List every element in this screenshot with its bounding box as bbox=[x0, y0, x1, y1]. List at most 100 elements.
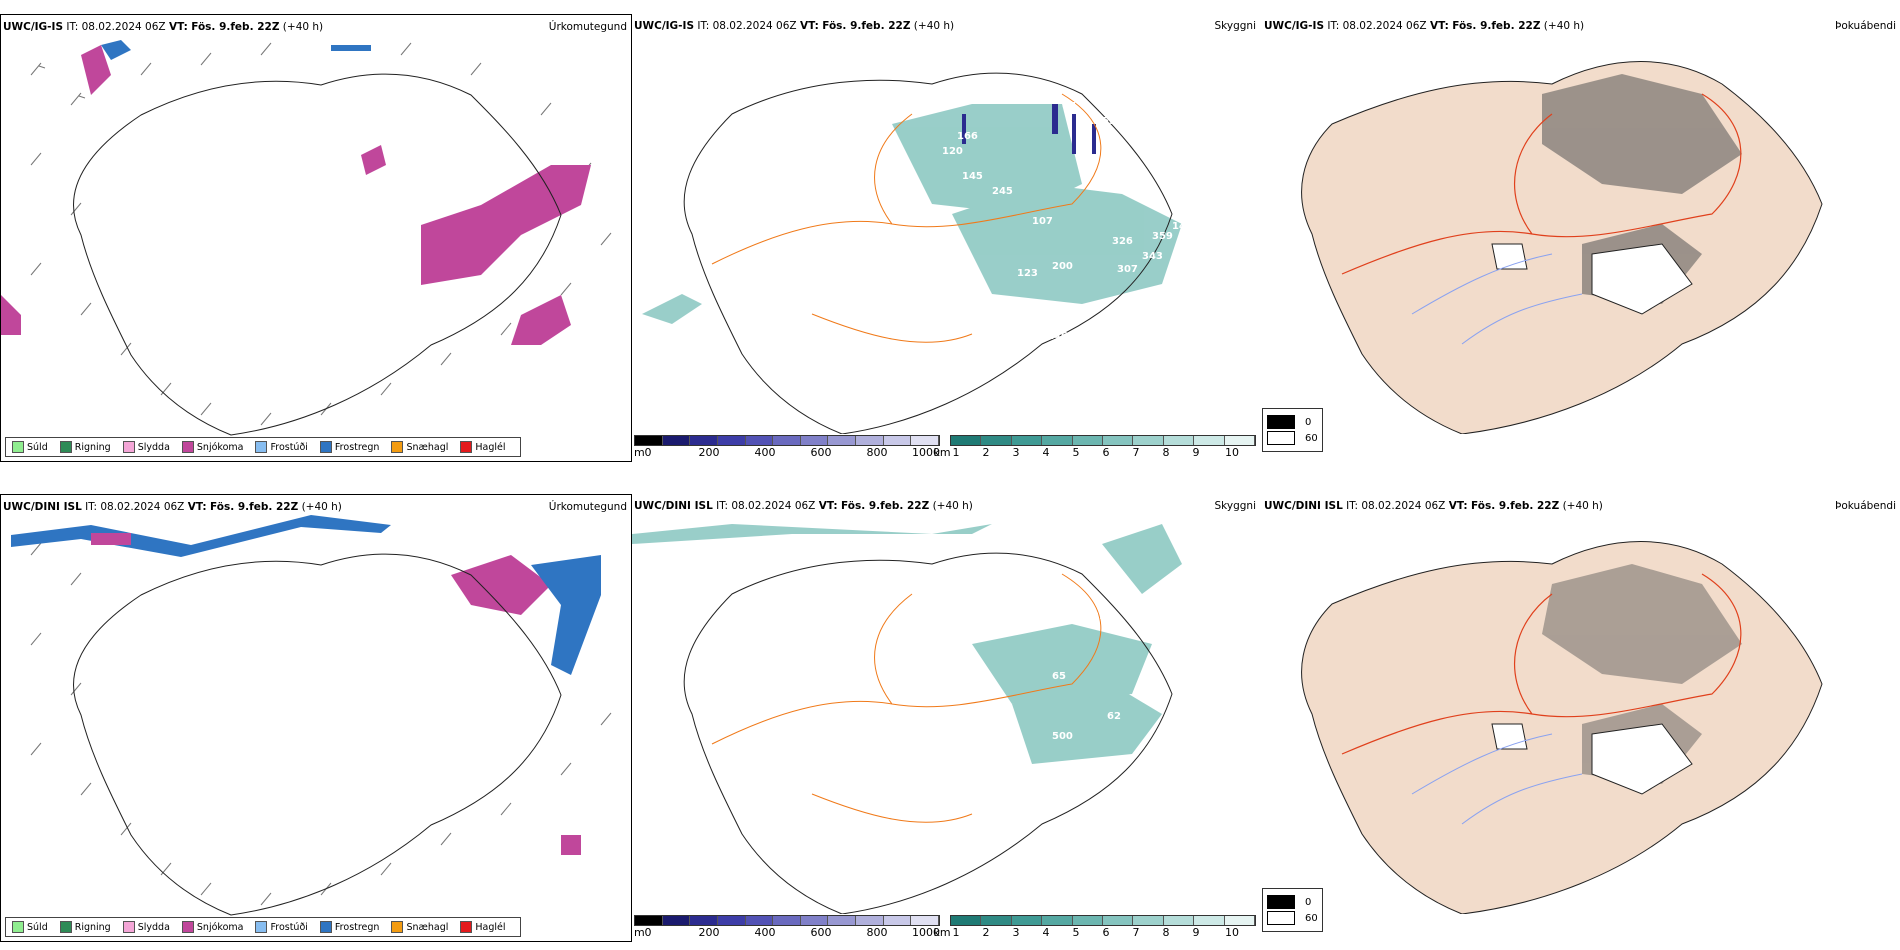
map-label: 32 bbox=[947, 246, 961, 257]
freezing-rain bbox=[101, 40, 371, 60]
legend-item: Slydda bbox=[122, 921, 170, 933]
precip-panel-top: UWC/IG-IS IT: 08.02.2024 06Z VT: Fös. 9.… bbox=[0, 14, 632, 462]
snow-areas bbox=[91, 533, 581, 855]
map-label: 31 bbox=[1092, 611, 1106, 622]
vis-shading bbox=[642, 104, 1182, 324]
fog-map-top bbox=[1301, 61, 1823, 434]
precip-panel-bottom: UWC/DINI ISL IT: 08.02.2024 06Z VT: Fös.… bbox=[0, 494, 632, 942]
roads bbox=[1341, 93, 1742, 275]
fog-panel-name-top: Þokuábendi bbox=[1835, 20, 1896, 32]
swatch-icon bbox=[1267, 415, 1295, 429]
legend-item: Frostregn bbox=[319, 441, 379, 453]
cloud-title-bottom: UWC/DINI ISL IT: 08.02.2024 06Z VT: Fös.… bbox=[634, 500, 973, 512]
glaciers bbox=[1491, 723, 1693, 795]
legend-item: Snjókoma bbox=[181, 921, 243, 933]
map-label: 146 bbox=[1047, 331, 1068, 342]
legend-item: Slydda bbox=[122, 441, 170, 453]
map-label: 306 bbox=[1172, 616, 1193, 627]
swatch-icon bbox=[1267, 895, 1295, 909]
map-label: 352 bbox=[1172, 631, 1193, 642]
ceiling-labels: 871 166 120 145 245 67 53 107 123 143 35… bbox=[752, 56, 1193, 342]
freezing-rain-east bbox=[531, 555, 601, 675]
swatch-icon bbox=[1267, 911, 1295, 925]
cloud-panel-bottom: 884 306 352 41 31 65 238 500 62 UWC/DINI… bbox=[632, 494, 1262, 942]
precip-legend-bottom: Súld Rigning Slydda Snjókoma Frostúði Fr… bbox=[5, 917, 521, 937]
map-label: 67 bbox=[1062, 101, 1076, 112]
fog-panel-top: UWC/IG-IS IT: 08.02.2024 06Z VT: Fös. 9.… bbox=[1262, 14, 1900, 462]
map-label: 123 bbox=[1017, 268, 1038, 279]
glaciers bbox=[1491, 243, 1693, 315]
map-label: 871 bbox=[752, 56, 773, 67]
legend-item: Snæhagl bbox=[391, 441, 448, 453]
vis-colorbar-bottom: km 1 2 3 4 5 6 7 8 9 10 bbox=[933, 915, 1256, 940]
swatch-icon bbox=[255, 921, 268, 933]
fog-land bbox=[1301, 541, 1823, 914]
map-label: 41 bbox=[1142, 606, 1156, 617]
swatch-icon bbox=[12, 921, 24, 933]
legend-item: Frostúði bbox=[255, 441, 308, 453]
fog-panel-bottom: UWC/DINI ISL IT: 08.02.2024 06Z VT: Fös.… bbox=[1262, 494, 1900, 942]
legend-item: Súld bbox=[12, 441, 48, 453]
coastline bbox=[73, 73, 562, 436]
legend-item: Frostregn bbox=[319, 921, 379, 933]
coastline bbox=[683, 552, 1173, 914]
map-label: 145 bbox=[962, 171, 983, 182]
cloud-panel-top: 871 166 120 145 245 67 53 107 123 143 35… bbox=[632, 14, 1262, 462]
ceiling-labels: 884 306 352 41 31 65 238 500 62 bbox=[942, 561, 1253, 742]
map-label: 238 bbox=[942, 716, 963, 727]
coastline bbox=[73, 553, 562, 916]
freezing-rain-band bbox=[11, 515, 391, 557]
swatch-icon bbox=[319, 921, 332, 933]
swatch-icon bbox=[122, 441, 135, 453]
precip-legend-top: Súld Rigning Slydda Snjókoma Frostúði Fr… bbox=[5, 437, 521, 457]
swatch-icon bbox=[391, 441, 404, 453]
cloud-title-top: UWC/IG-IS IT: 08.02.2024 06Z VT: Fös. 9.… bbox=[634, 20, 955, 32]
map-label: 245 bbox=[992, 186, 1013, 197]
swatch-icon bbox=[12, 441, 24, 453]
roads bbox=[711, 93, 1102, 343]
legend-item: Rigning bbox=[59, 921, 111, 933]
snow-areas bbox=[1, 45, 591, 345]
coastline bbox=[683, 72, 1173, 434]
roads bbox=[1341, 573, 1742, 755]
fog-key-top: 0 60 bbox=[1262, 408, 1323, 452]
map-label: 343 bbox=[1142, 251, 1163, 262]
swatch-icon bbox=[460, 921, 473, 933]
swatch-icon bbox=[181, 441, 194, 453]
map-label: 62 bbox=[1107, 711, 1121, 722]
legend-item: Haglél bbox=[460, 921, 506, 933]
legend-item: Snæhagl bbox=[391, 921, 448, 933]
fog-panel-name-bottom: Þokuábendi bbox=[1835, 500, 1896, 512]
wind-barbs bbox=[30, 42, 612, 426]
legend-item: Súld bbox=[12, 921, 48, 933]
swatch-icon bbox=[1267, 431, 1295, 445]
map-label: 143 bbox=[1172, 221, 1193, 232]
map-label: 307 bbox=[1117, 264, 1138, 275]
map-label: 200 bbox=[1052, 261, 1073, 272]
ceiling-colorbar-top: m 0 200 400 600 800 1000 bbox=[634, 435, 940, 460]
cloud-panel-name-bottom: Skyggni bbox=[1214, 500, 1257, 512]
legend-item: Snjókoma bbox=[181, 441, 243, 453]
cloud-map-top: 871 166 120 145 245 67 53 107 123 143 35… bbox=[642, 56, 1193, 434]
fog-title-top: UWC/IG-IS IT: 08.02.2024 06Z VT: Fös. 9.… bbox=[1264, 20, 1585, 32]
cloud-panel-name-top: Skyggni bbox=[1214, 20, 1257, 32]
swatch-icon bbox=[391, 921, 404, 933]
swatch-icon bbox=[59, 441, 72, 453]
roads bbox=[711, 573, 1102, 823]
vis-colorbar-top: km 1 2 3 4 5 6 7 8 9 10 bbox=[933, 435, 1256, 460]
map-label: 123 bbox=[1172, 191, 1193, 202]
precip-panel-name-top: Úrkomutegund bbox=[548, 21, 627, 33]
swatch-icon bbox=[460, 441, 473, 453]
swatch-icon bbox=[181, 921, 194, 933]
map-label: 500 bbox=[1052, 731, 1073, 742]
swatch-icon bbox=[255, 441, 268, 453]
swatch-icon bbox=[59, 921, 72, 933]
precip-title-bottom: UWC/DINI ISL IT: 08.02.2024 06Z VT: Fös.… bbox=[3, 501, 342, 513]
map-label: 53 bbox=[1102, 116, 1116, 127]
legend-item: Haglél bbox=[460, 441, 506, 453]
fog-map-bottom bbox=[1301, 541, 1823, 914]
fog-title-bottom: UWC/DINI ISL IT: 08.02.2024 06Z VT: Fös.… bbox=[1264, 500, 1603, 512]
map-label: 120 bbox=[942, 146, 963, 157]
precip-map-top bbox=[1, 40, 612, 436]
map-label: 166 bbox=[957, 131, 978, 142]
